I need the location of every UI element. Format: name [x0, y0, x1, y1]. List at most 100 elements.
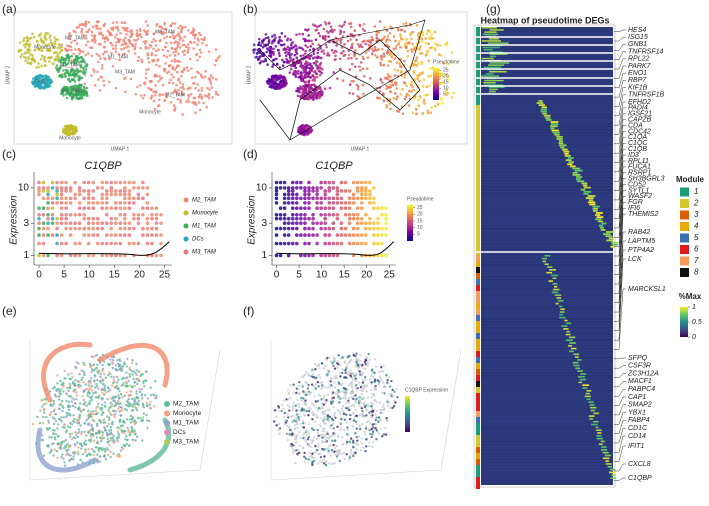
cell-dot [148, 60, 151, 64]
cell-dot [328, 426, 332, 429]
cell-dot [147, 419, 151, 423]
cell-dot [141, 233, 145, 237]
cell-dot [372, 226, 376, 231]
cell-dot [96, 440, 99, 443]
cell-dot [22, 55, 26, 59]
cell-dot [315, 72, 318, 75]
cell-dot [126, 357, 129, 361]
cell-dot [83, 82, 86, 86]
cell-dot [379, 408, 382, 412]
cell-dot [278, 226, 283, 231]
cell-dot [374, 365, 378, 368]
axis-3d [270, 469, 442, 481]
cell-dot [335, 451, 339, 454]
cell-dot [305, 433, 308, 437]
cell-dot [364, 51, 368, 54]
cell-dot [328, 415, 332, 419]
cell-dot [307, 192, 311, 197]
cell-dot [123, 192, 127, 197]
cluster-label: Monocyte [34, 44, 56, 50]
cell-dot [84, 439, 87, 443]
cell-dot [145, 68, 148, 72]
cell-dot [375, 429, 378, 432]
cell-dot [351, 196, 356, 201]
cell-dot [410, 90, 413, 93]
cell-dot [133, 420, 137, 423]
cell-dot [41, 212, 46, 217]
cell-dot [86, 201, 91, 205]
cell-dot [87, 423, 90, 427]
y-axis-label: UMAP 2 [5, 66, 11, 85]
cell-dot [364, 450, 367, 453]
cell-dot [303, 451, 306, 455]
cell-dot [319, 407, 323, 411]
cell-dot [179, 24, 182, 28]
cell-dot [342, 412, 346, 415]
legend-swatch [164, 439, 170, 445]
cell-dot [372, 201, 376, 205]
cell-dot [133, 384, 136, 388]
cell-dot [450, 51, 454, 54]
cell-dot [395, 97, 398, 101]
cell-dot [430, 106, 433, 109]
cell-dot [422, 78, 426, 82]
cell-dot [378, 89, 382, 93]
cell-dot [118, 58, 121, 62]
cell-dot [299, 206, 303, 211]
cell-dot [351, 233, 356, 237]
cell-dot [326, 373, 329, 376]
cell-dot [102, 388, 106, 392]
cell-dot [307, 422, 311, 426]
cell-dot [64, 75, 67, 78]
cell-dot [179, 98, 182, 102]
cell-dot [303, 196, 307, 201]
cell-dot [77, 86, 81, 89]
cell-dot [299, 422, 302, 425]
cell-dot [133, 381, 136, 384]
cell-dot [129, 421, 133, 424]
cell-dot [211, 96, 214, 99]
cell-dot [286, 413, 289, 416]
cell-dot [85, 86, 89, 90]
cell-dot [65, 429, 68, 432]
cell-dot [368, 444, 371, 448]
cell-dot [121, 420, 125, 424]
cell-dot [44, 31, 48, 35]
cell-dot [86, 226, 91, 231]
cell-dot [282, 60, 286, 64]
cell-dot [396, 28, 400, 32]
cell-dot [444, 73, 448, 76]
cell-dot [100, 253, 105, 258]
cell-dot [313, 76, 317, 79]
cell-dot [187, 100, 191, 104]
cell-dot [175, 90, 178, 94]
cell-dot [173, 36, 176, 40]
cell-dot [104, 448, 107, 452]
cell-dot [90, 54, 94, 58]
cell-dot [293, 428, 297, 431]
cell-dot [53, 448, 56, 451]
cell-dot [195, 70, 199, 74]
cell-dot [322, 367, 326, 370]
cell-dot [198, 95, 201, 98]
cell-dot [301, 54, 305, 57]
cell-dot [355, 422, 359, 426]
cell-dot [406, 49, 410, 53]
cell-dot [80, 432, 83, 436]
cell-dot [67, 57, 71, 60]
cell-dot [365, 67, 369, 70]
cell-dot [68, 386, 71, 389]
color-bar [433, 68, 439, 100]
cell-dot [373, 358, 377, 361]
cell-dot [288, 433, 291, 436]
cell-dot [117, 455, 120, 458]
cell-dot [146, 57, 150, 60]
cell-dot [430, 33, 433, 36]
cell-dot [96, 453, 99, 456]
cell-dot [372, 241, 376, 246]
cell-dot [339, 180, 344, 185]
cell-dot [37, 253, 41, 258]
cell-dot [80, 31, 83, 34]
cell-dot [328, 383, 332, 386]
cell-dot [46, 212, 50, 217]
